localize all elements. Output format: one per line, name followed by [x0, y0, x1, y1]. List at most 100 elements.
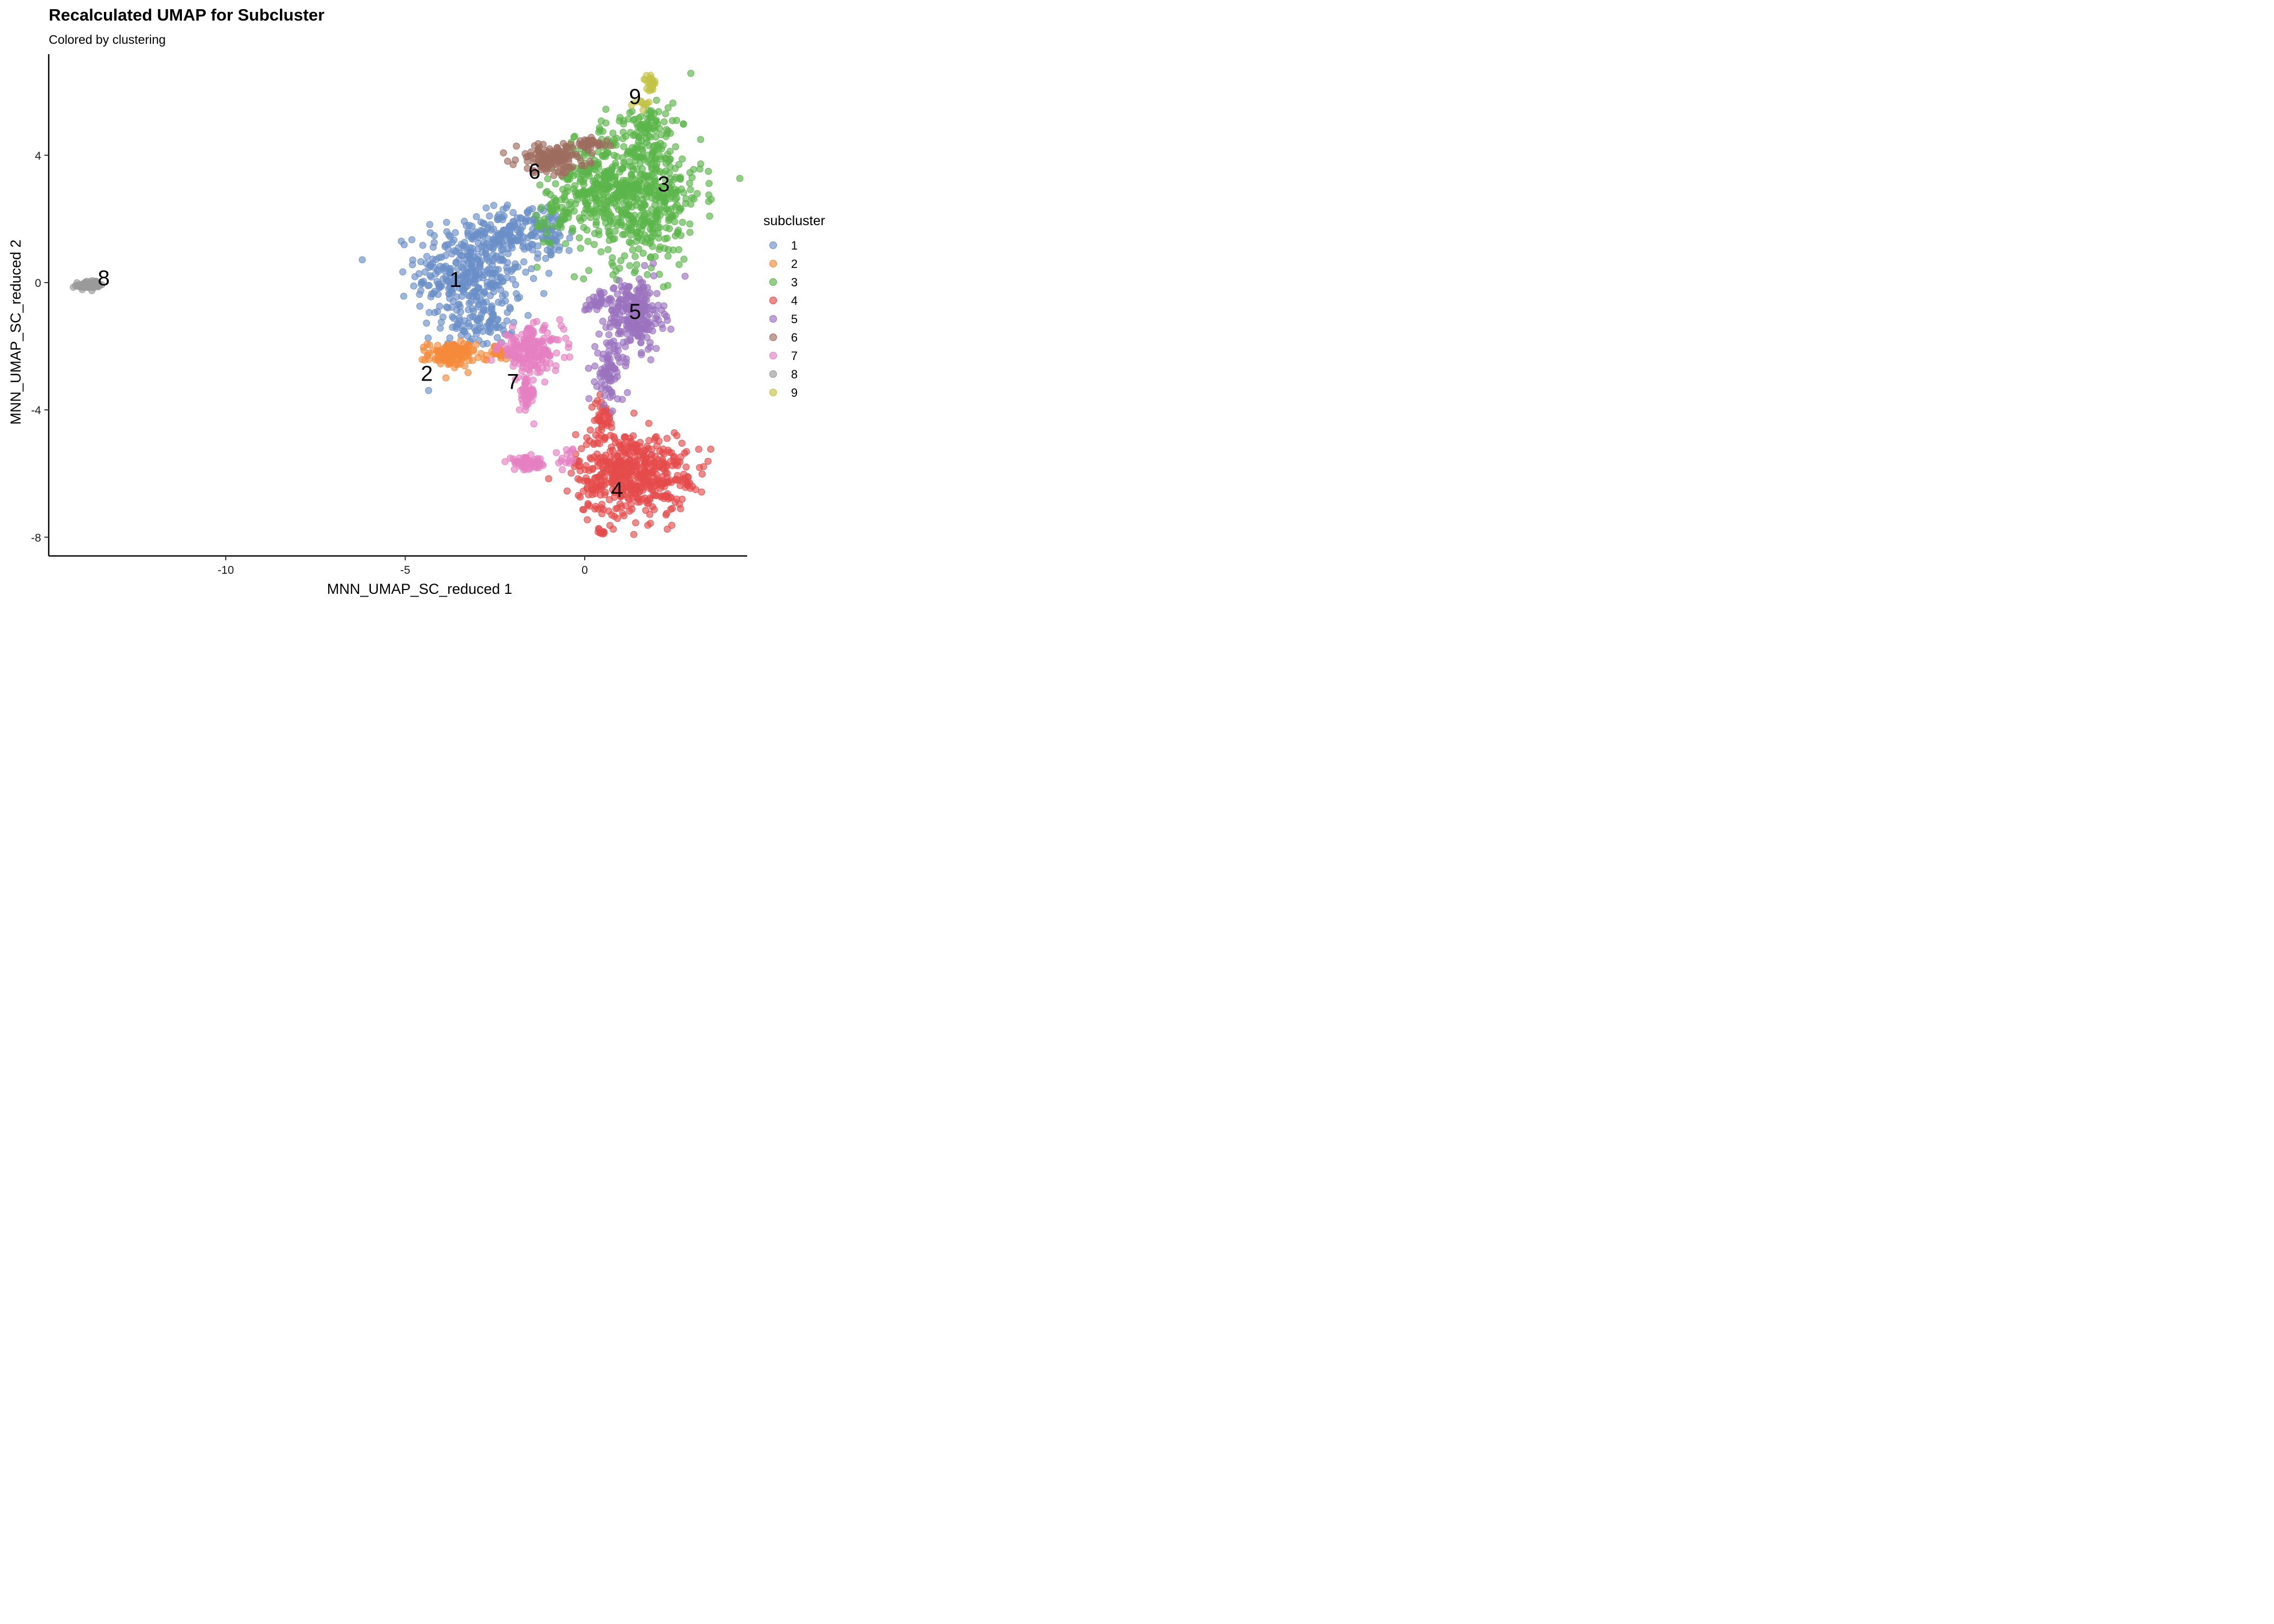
point: [641, 302, 648, 310]
point: [542, 254, 550, 262]
point: [652, 492, 660, 500]
point: [596, 475, 604, 482]
point: [508, 223, 515, 230]
point: [552, 366, 559, 374]
point: [516, 360, 524, 368]
point: [541, 378, 548, 386]
point: [672, 196, 679, 204]
point: [530, 420, 538, 428]
point: [597, 117, 605, 125]
cluster-label-5: 5: [629, 300, 641, 324]
point: [613, 290, 621, 298]
point: [605, 385, 612, 392]
point: [652, 320, 659, 328]
point: [705, 180, 713, 187]
point: [667, 325, 675, 333]
point: [442, 374, 450, 382]
y-tick-label: 0: [35, 277, 41, 290]
point: [572, 192, 580, 200]
point: [540, 348, 547, 355]
point: [424, 334, 432, 342]
point: [445, 361, 452, 368]
point: [454, 275, 461, 283]
point: [610, 433, 617, 440]
point: [633, 238, 641, 245]
point: [605, 466, 613, 473]
y-tick-label: -8: [31, 532, 41, 544]
point: [588, 403, 596, 411]
point: [487, 280, 494, 287]
point: [736, 175, 743, 182]
point: [641, 171, 649, 179]
legend-key-9: [769, 389, 777, 396]
point: [524, 312, 532, 319]
point: [616, 277, 623, 284]
point: [547, 251, 555, 259]
cluster-label-6: 6: [528, 160, 540, 184]
point: [589, 464, 597, 472]
point: [658, 306, 665, 314]
point: [677, 505, 684, 513]
point: [590, 439, 598, 447]
point: [630, 531, 638, 538]
point: [589, 139, 597, 146]
point: [443, 228, 450, 235]
point: [465, 369, 472, 376]
point: [560, 154, 567, 162]
umap-scatter-plot: -10 -5 0 4 0 -4 -8 MNN_UMAP_SC_reduced 1 MNN_UMA…: [8, 54, 825, 597]
point: [652, 345, 660, 352]
point: [585, 364, 592, 372]
point: [436, 303, 443, 310]
point: [635, 114, 643, 122]
point: [455, 320, 462, 328]
point: [636, 275, 643, 283]
point: [521, 217, 529, 225]
point: [560, 215, 568, 222]
point: [455, 346, 463, 353]
point: [609, 262, 617, 270]
point: [421, 269, 429, 276]
point: [663, 526, 671, 533]
point: [610, 284, 618, 292]
point: [560, 353, 568, 361]
point: [624, 389, 631, 396]
point: [663, 469, 671, 477]
point: [425, 356, 433, 363]
point: [591, 181, 598, 189]
point: [544, 148, 552, 156]
point: [473, 230, 480, 238]
point: [680, 256, 688, 263]
point: [558, 204, 566, 211]
point: [612, 160, 619, 167]
point: [493, 323, 500, 331]
point: [656, 198, 663, 205]
point: [644, 271, 651, 278]
point: [687, 200, 695, 208]
point: [501, 297, 509, 305]
point: [524, 388, 532, 395]
point: [596, 141, 603, 148]
point: [620, 338, 628, 346]
point: [530, 159, 537, 166]
point: [677, 453, 684, 461]
point: [496, 339, 504, 347]
point: [608, 361, 616, 369]
point: [509, 276, 517, 283]
point: [591, 378, 598, 385]
point: [499, 246, 507, 253]
point: [409, 256, 416, 264]
point: [687, 70, 695, 77]
point: [479, 328, 487, 335]
point: [495, 239, 503, 247]
point: [499, 206, 507, 213]
point: [671, 429, 678, 436]
point: [442, 241, 449, 249]
point: [481, 289, 488, 296]
point: [489, 245, 497, 252]
point: [599, 317, 606, 325]
point: [613, 476, 621, 483]
point: [553, 449, 560, 456]
point: [605, 331, 613, 338]
point: [566, 454, 574, 462]
point: [632, 519, 639, 527]
